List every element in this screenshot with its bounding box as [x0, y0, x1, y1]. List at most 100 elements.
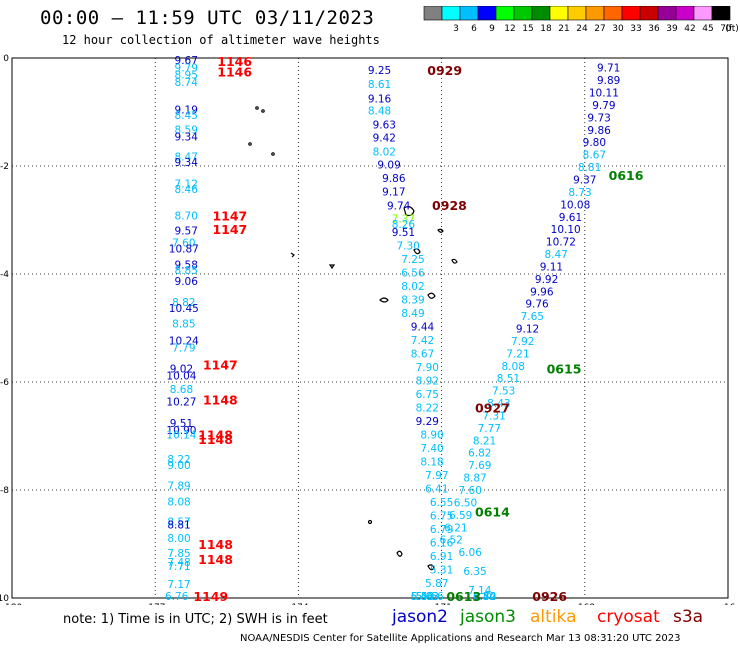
wave-height-value: 6.16: [430, 537, 454, 549]
pass-time-label: 0614: [475, 505, 510, 520]
wave-height-value: 10.24: [169, 335, 199, 347]
units-note: note: 1) Time is in UTC; 2) SWH is in fe…: [63, 612, 328, 627]
wave-height-value: 9.79: [592, 100, 615, 112]
wave-height-value: 7.79: [172, 342, 195, 354]
pass-time-label: 0615: [547, 362, 582, 377]
wave-height-value: 8.87: [463, 473, 486, 485]
wave-height-value: 7.85: [167, 548, 190, 560]
latitude-tick-label: -10: [0, 594, 9, 604]
wave-height-value: 10.45: [169, 303, 199, 315]
wave-height-value: 9.76: [525, 299, 549, 311]
legend-jason2: jason2: [392, 607, 448, 627]
wave-height-value: 5.03: [416, 591, 439, 603]
colorbar-tick-label: 27: [594, 24, 605, 34]
wave-height-value: 6.06: [459, 547, 483, 559]
wave-height-value: 9.79: [175, 63, 198, 75]
longitude-tick-label: -171: [431, 603, 451, 605]
wave-height-value: 6.91: [430, 551, 453, 563]
pass-time-label: 0927: [475, 400, 510, 415]
wave-height-value: 10.90: [166, 425, 196, 437]
wave-height-value: 7.12: [175, 178, 198, 190]
colorbar-tick-label: 33: [630, 24, 641, 34]
wave-height-value: 6.82: [468, 448, 491, 460]
pass-time-label: 0613: [446, 589, 481, 604]
wave-height-value: 9.19: [175, 104, 198, 116]
wave-height-value: 5.70: [473, 591, 496, 603]
wave-height-value: 9.42: [373, 132, 396, 144]
colorbar-tick-label: 45: [702, 24, 713, 34]
wave-height-value: 8.49: [401, 308, 424, 320]
wave-height-value: 7.40: [420, 443, 443, 455]
wave-height-value: 8.22: [416, 402, 439, 414]
wave-height-value: 6.79: [430, 524, 453, 536]
wave-height-value: 10.10: [551, 224, 581, 236]
wave-height-value: 5.31: [430, 564, 453, 576]
wave-height-value: 7.92: [511, 336, 534, 348]
wave-height-value: 7.14: [468, 585, 492, 597]
wave-height-value: 8.85: [175, 265, 198, 277]
island-shape: [271, 152, 275, 156]
wave-height-value: 6.40: [411, 591, 434, 603]
wave-height-value: 10.14: [166, 429, 196, 441]
pass-time-label: 1146: [217, 65, 252, 80]
wave-height-value: 9.51: [170, 418, 193, 430]
wave-height-value: 10.27: [166, 396, 196, 408]
pass-time-label: 1148: [198, 552, 233, 567]
pass-time-label: 1147: [203, 358, 238, 373]
wave-height-value: 9.06: [175, 276, 199, 288]
wave-height-value: 7.42: [411, 335, 434, 347]
colorbar-tick-label: 15: [522, 24, 533, 34]
wave-height-value: 7.21: [506, 348, 529, 360]
island-shape: [328, 264, 336, 270]
wave-height-value: 8.90: [420, 429, 443, 441]
wave-height-value: 6.76: [165, 591, 189, 603]
colorbar-tick-label: 24: [576, 24, 588, 34]
wave-height-value: 9.86: [382, 173, 406, 185]
wave-height-value: 8.39: [401, 294, 424, 306]
wave-height-value: 10.87: [169, 244, 199, 256]
wave-height-value: 8.08: [167, 496, 190, 508]
wave-height-value: 8.61: [368, 79, 391, 91]
island-shape: [451, 258, 458, 264]
wave-height-value: 9.12: [516, 324, 539, 336]
wave-height-value: 7.69: [468, 460, 491, 472]
wave-height-value: 8.92: [416, 375, 439, 387]
wave-height-value: 7.77: [478, 423, 501, 435]
page-subtitle: 12 hour collection of altimeter wave hei…: [62, 33, 380, 47]
wave-height-value: 10.72: [546, 237, 576, 249]
wave-height-value: 9.73: [587, 112, 610, 124]
wave-height-value: 9.57: [175, 225, 198, 237]
wave-height-value: 6.56: [401, 267, 425, 279]
wave-height-value: 7.97: [425, 470, 448, 482]
wave-height-value: 9.17: [382, 186, 405, 198]
wave-height-value: 9.02: [170, 364, 193, 376]
wave-height-colorbar: 3 6 9 12 15 18 21 24 27 30 33 36 39 42 45 70(ft): [423, 6, 738, 34]
wave-height-value: 7.53: [492, 386, 515, 398]
wave-height-value: 9.63: [373, 119, 396, 131]
wave-height-value: 9.44: [411, 321, 435, 333]
wave-height-value: 9.09: [377, 159, 400, 171]
island-shape: [427, 564, 435, 571]
wave-height-value: 8.74: [175, 77, 199, 89]
wave-height-value: 6.52: [439, 535, 462, 547]
pass-time-label: 1148: [198, 537, 233, 552]
colorbar-tick-label: 70: [720, 24, 732, 34]
map-grid: [11, 57, 729, 599]
wave-height-value: 8.67: [411, 348, 434, 360]
wave-height-value: 8.68: [170, 384, 193, 396]
wave-height-value: 8.73: [568, 187, 591, 199]
wave-height-observations: 9.679.798.958.749.198.458.599.348.479.34…: [165, 55, 620, 603]
wave-height-value: 7.60: [172, 238, 195, 250]
wave-height-value: 9.61: [559, 212, 582, 224]
colorbar-tick-label: 36: [648, 24, 660, 34]
wave-height-value: 8.48: [368, 105, 391, 117]
wave-height-value: 9.51: [392, 227, 415, 239]
latitude-tick-label: -8: [0, 486, 9, 496]
island-shape: [248, 142, 252, 146]
axis-tick-labels: -180 -177 -174 -171 -168 -16 0 -2 -4 -6 -8 -10: [0, 54, 736, 605]
wave-height-value: 9.00: [167, 460, 190, 472]
wave-height-value: 6.59: [449, 510, 472, 522]
wave-height-value: 5.50: [411, 591, 434, 603]
wave-height-value: 8.02: [401, 281, 424, 293]
